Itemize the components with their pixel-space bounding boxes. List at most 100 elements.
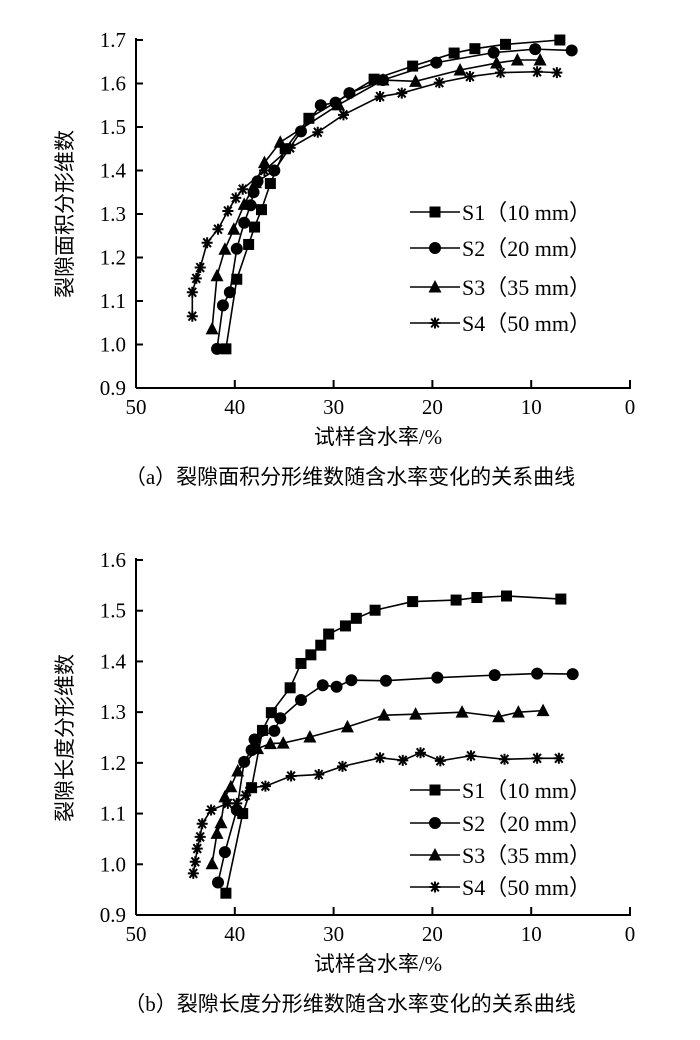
y-tick-label: 0.9 [100, 903, 126, 927]
data-point [240, 789, 252, 801]
data-point [554, 34, 566, 46]
data-point [407, 596, 419, 608]
data-point [273, 135, 287, 148]
y-tick-label: 1.6 [100, 72, 126, 96]
data-point [243, 238, 255, 250]
data-point [433, 77, 445, 89]
y-tick-label: 1.0 [100, 333, 126, 357]
series-3 [205, 703, 550, 870]
y-tick-label: 1.4 [100, 649, 127, 673]
data-point [376, 73, 390, 86]
data-point [531, 66, 543, 78]
data-point [555, 593, 567, 605]
data-point [566, 668, 579, 681]
data-point [536, 703, 550, 717]
data-point [379, 674, 392, 687]
data-point [415, 747, 427, 759]
data-point [407, 60, 419, 72]
legend-label: S1（10 mm） [462, 200, 591, 225]
data-point [205, 804, 217, 816]
data-point [194, 262, 206, 274]
legend-label: S2（20 mm） [462, 811, 591, 836]
data-point [409, 74, 423, 87]
x-tick-label: 50 [126, 395, 147, 419]
data-point [295, 657, 307, 669]
data-point [190, 272, 202, 284]
data-point [214, 815, 228, 829]
data-point [268, 724, 281, 737]
data-point [238, 216, 251, 229]
data-point [248, 733, 261, 746]
data-point [294, 125, 307, 138]
data-point [495, 67, 507, 79]
data-point [220, 343, 232, 355]
series-1 [220, 590, 567, 899]
data-point [345, 674, 358, 687]
data-point [377, 708, 391, 721]
data-point [210, 826, 224, 839]
data-point [450, 594, 462, 606]
data-point [227, 222, 241, 235]
data-point [218, 846, 231, 859]
data-point [510, 53, 524, 66]
data-point [237, 808, 249, 820]
data-point [336, 760, 348, 772]
data-point [231, 797, 243, 809]
legend-item: S1（10 mm） [410, 200, 591, 225]
y-tick-label: 1.1 [100, 802, 126, 826]
data-point [274, 712, 287, 725]
y-tick-label: 1.1 [100, 289, 126, 313]
x-tick-label: 30 [323, 395, 344, 419]
chart-caption: （b）裂隙长度分形维数随含水率变化的关系曲线 [124, 992, 576, 1016]
series-line [225, 39, 560, 349]
x-tick-label: 10 [521, 922, 542, 946]
data-point [305, 649, 317, 661]
data-point [237, 183, 249, 195]
data-point [533, 53, 547, 66]
legend-marker-triangle-icon [428, 848, 442, 861]
data-point [212, 876, 225, 889]
data-point [194, 831, 206, 843]
legend-label: S4（50 mm） [462, 311, 591, 336]
data-point [500, 38, 512, 50]
data-point [265, 707, 277, 719]
legend-marker-asterisk-icon [429, 881, 441, 893]
x-axis-label: 试样含水率/% [314, 425, 442, 449]
data-point [396, 87, 408, 99]
series-1 [220, 34, 566, 355]
data-point [196, 818, 208, 830]
data-point [337, 109, 349, 121]
y-tick-label: 1.2 [100, 246, 126, 270]
y-tick-label: 1.6 [100, 548, 126, 572]
x-axis-label: 试样含水率/% [314, 952, 442, 976]
data-point [511, 705, 525, 718]
data-point [430, 56, 443, 69]
data-point [224, 779, 238, 793]
legend-item: S2（20 mm） [410, 811, 591, 836]
data-point [488, 669, 501, 682]
data-point [313, 769, 325, 781]
legend-item: S2（20 mm） [410, 236, 591, 261]
data-point [465, 750, 477, 762]
data-point [211, 342, 224, 355]
data-point [263, 736, 277, 750]
data-point [431, 671, 444, 684]
data-point [330, 680, 343, 693]
data-point [374, 752, 386, 764]
data-point [218, 242, 232, 255]
data-point [487, 46, 500, 59]
data-point [499, 753, 511, 765]
legend-marker-square-icon [429, 206, 441, 218]
legend-label: S3（35 mm） [462, 843, 591, 868]
data-point [469, 43, 481, 55]
data-point [245, 782, 257, 794]
data-point [455, 705, 469, 718]
data-point [187, 867, 199, 879]
legend-label: S3（35 mm） [462, 275, 591, 300]
y-tick-label: 0.9 [100, 376, 126, 400]
data-point [312, 126, 324, 138]
data-point [501, 590, 512, 602]
series-line [191, 70, 557, 317]
data-point [565, 44, 578, 57]
series-line [192, 751, 559, 874]
